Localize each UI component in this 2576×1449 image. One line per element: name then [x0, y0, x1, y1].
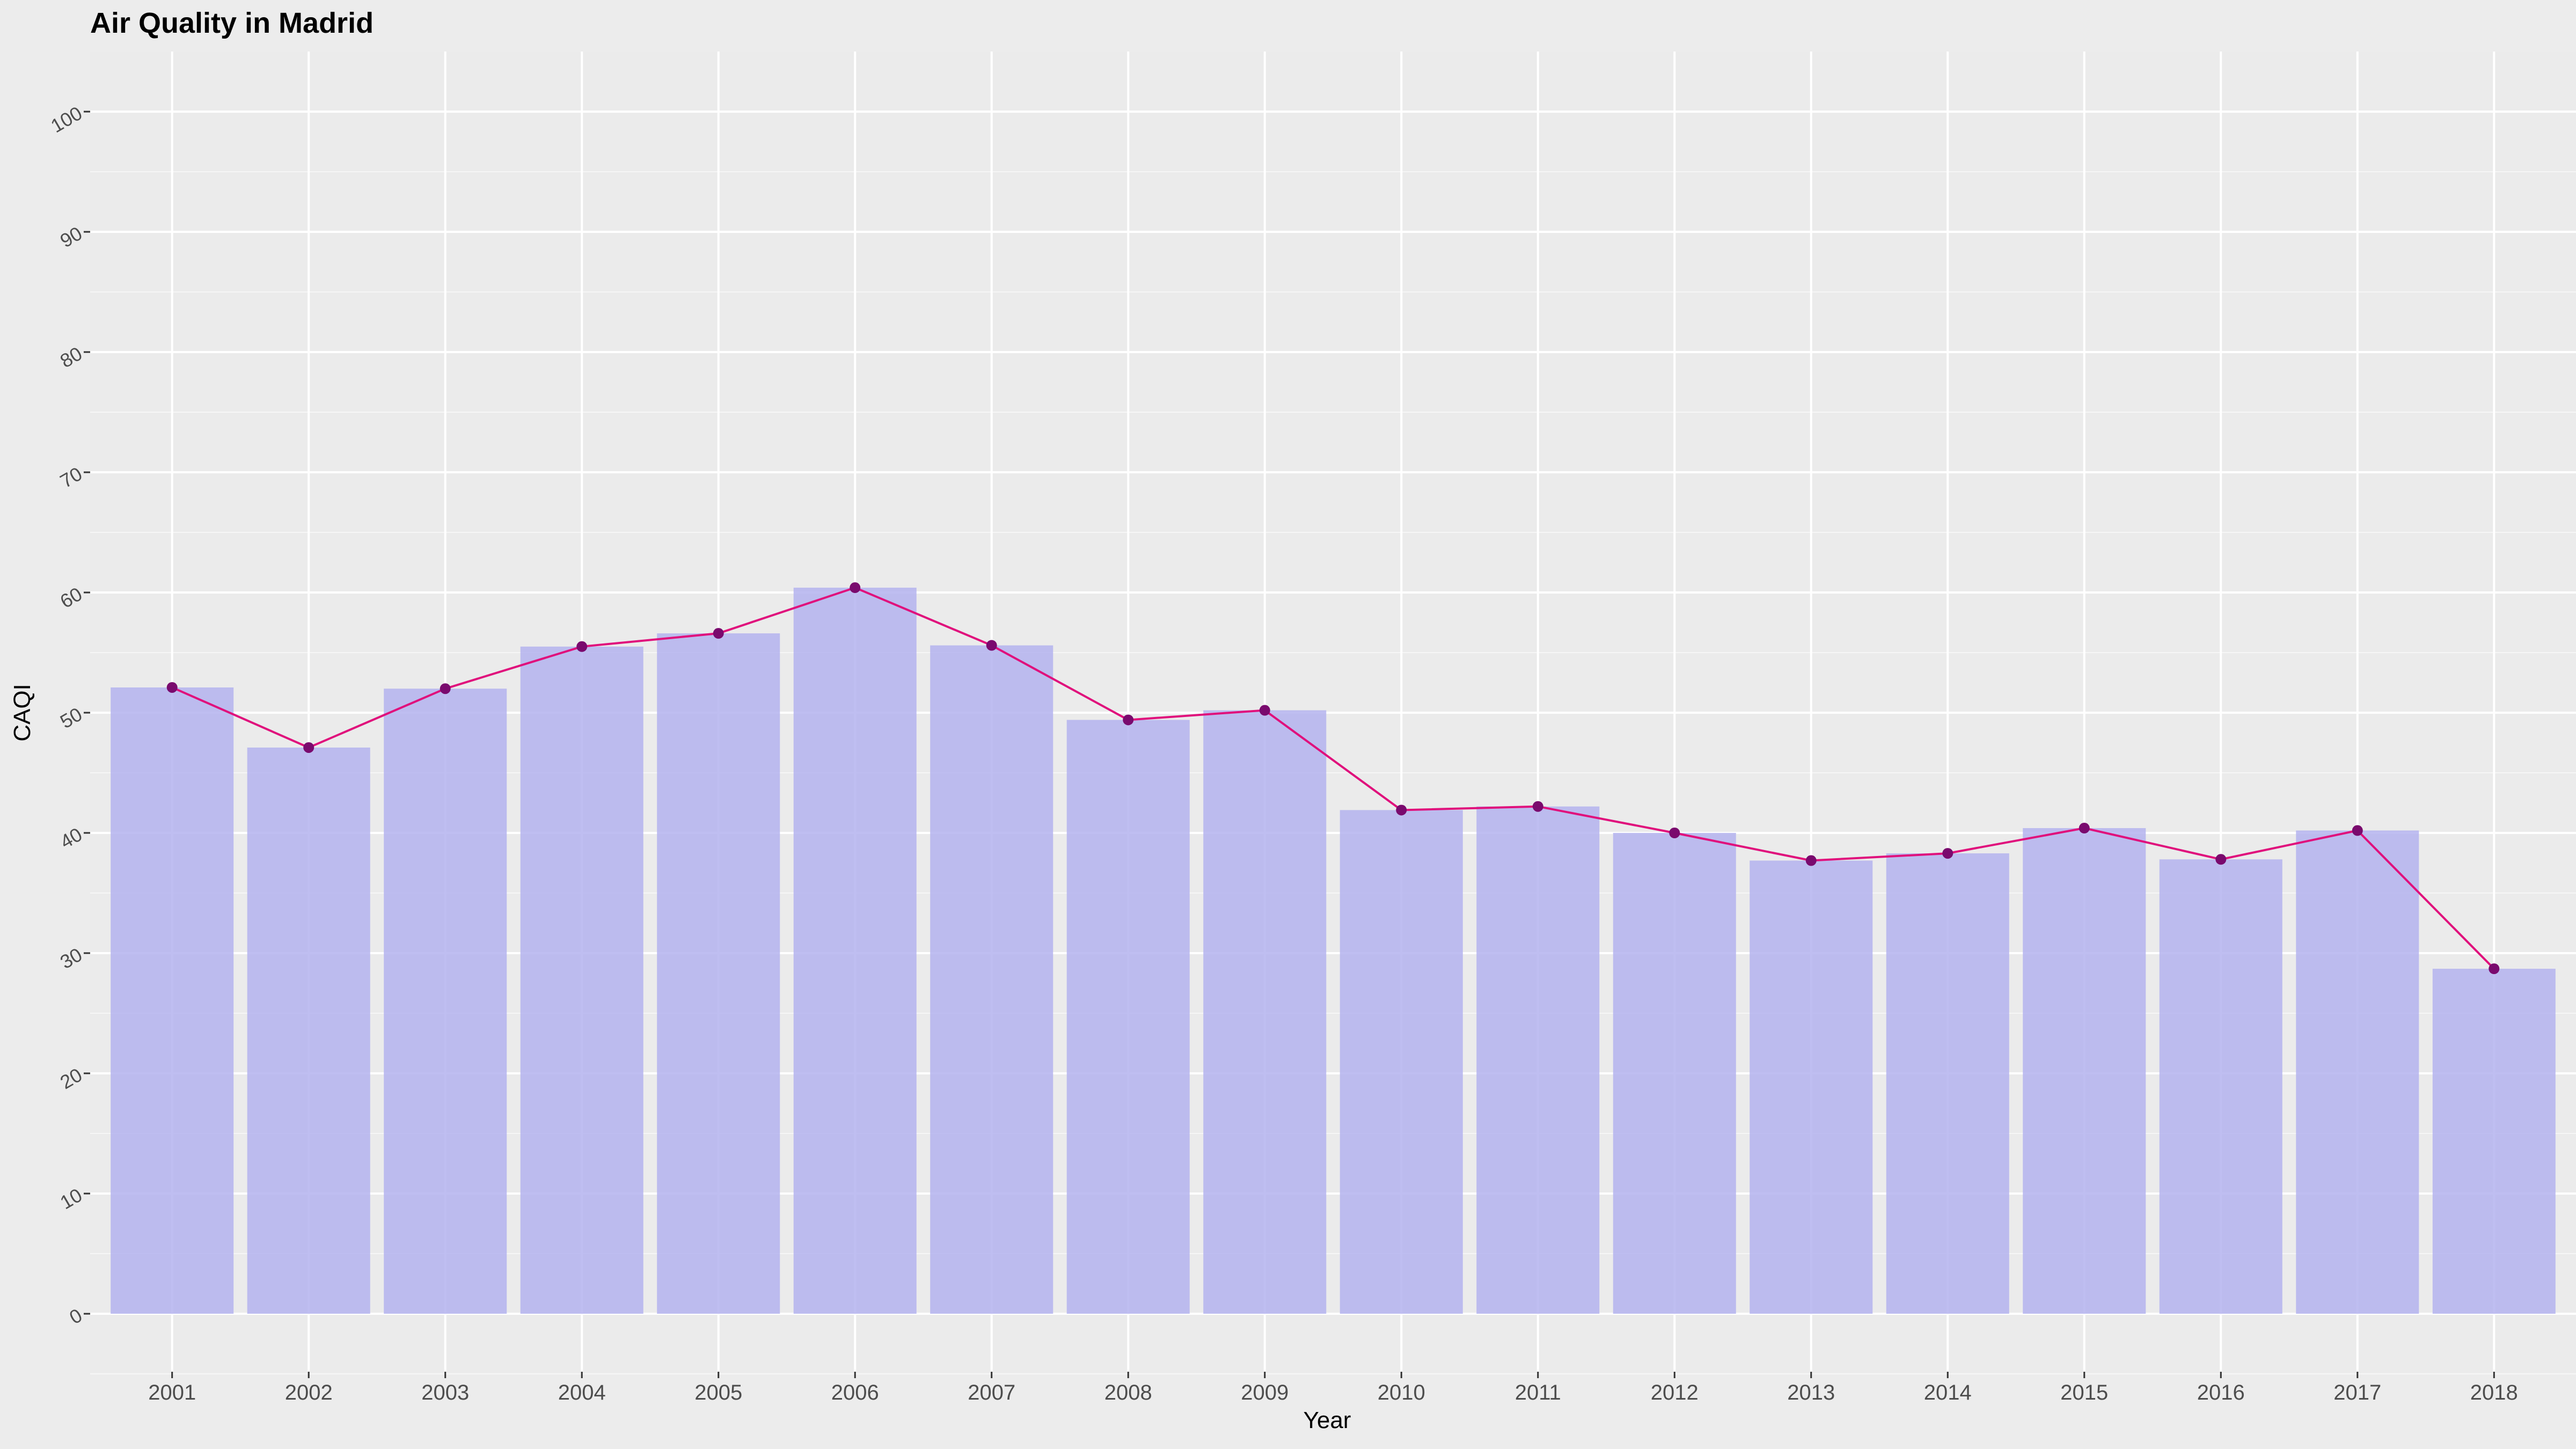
trend-line: [171, 586, 2495, 970]
x-tick-label: 2010: [1378, 1381, 1425, 1404]
data-point: [2079, 823, 2090, 834]
chart-title: Air Quality in Madrid: [90, 7, 374, 39]
y-tick-label: 40: [56, 823, 86, 853]
y-tick-label: 90: [56, 222, 86, 252]
x-tick-label: 2014: [1924, 1381, 1972, 1404]
x-tick-label: 2003: [421, 1381, 469, 1404]
y-tick-label: 70: [56, 463, 86, 493]
x-axis: 2001 2002 2003 2004 2005 2006 2007 2008 2009 2010…: [148, 1372, 2518, 1404]
y-tick-label: 100: [47, 102, 86, 137]
bar: [657, 633, 780, 1314]
y-tick-label: 20: [56, 1064, 86, 1094]
x-tick-label: 2007: [968, 1381, 1015, 1404]
bar: [1750, 860, 1873, 1314]
y-axis-label: CAQI: [9, 684, 35, 742]
bar: [793, 588, 917, 1314]
data-point: [1942, 848, 1953, 859]
x-tick-label: 2002: [285, 1381, 333, 1404]
y-tick-label: 60: [56, 583, 86, 613]
bar: [1613, 833, 1736, 1314]
series-line: [171, 586, 2495, 970]
bar: [1203, 710, 1327, 1314]
bar: [1476, 806, 1600, 1314]
data-point: [1669, 828, 1680, 838]
data-point: [303, 742, 314, 753]
x-tick-label: 2015: [2060, 1381, 2108, 1404]
data-point: [1532, 801, 1543, 812]
y-tick-label: 10: [56, 1184, 86, 1214]
bar: [2159, 859, 2282, 1314]
data-point: [2489, 963, 2500, 975]
data-point: [713, 628, 724, 639]
bar: [1886, 853, 2009, 1314]
bar: [930, 645, 1053, 1314]
x-tick-label: 2011: [1515, 1381, 1561, 1404]
x-tick-label: 2012: [1651, 1381, 1699, 1404]
x-tick-label: 2006: [831, 1381, 879, 1404]
data-point: [1123, 714, 1134, 726]
data-point: [2352, 825, 2363, 836]
data-point: [440, 683, 451, 694]
bar: [111, 687, 234, 1314]
x-tick-label: 2001: [148, 1381, 196, 1404]
points: [166, 582, 2500, 975]
x-tick-label: 2016: [2197, 1381, 2245, 1404]
bar: [2296, 830, 2419, 1314]
x-tick-label: 2008: [1104, 1381, 1152, 1404]
y-tick-label: 30: [56, 943, 86, 974]
x-tick-label: 2004: [558, 1381, 606, 1404]
bars: [111, 588, 2556, 1314]
y-axis: 0 10 20 30 40 50 60 70 80 90 100: [47, 102, 90, 1329]
data-point: [2215, 854, 2227, 865]
bar: [384, 689, 507, 1314]
data-point: [850, 582, 861, 594]
x-tick-label: 2009: [1241, 1381, 1289, 1404]
y-tick-label: 50: [56, 703, 86, 733]
x-tick-label: 2005: [694, 1381, 742, 1404]
x-axis-label: Year: [1303, 1407, 1351, 1433]
bar: [2023, 828, 2146, 1314]
bar: [1340, 810, 1463, 1314]
bar: [2432, 969, 2556, 1314]
data-point: [1805, 855, 1817, 866]
data-point: [576, 641, 588, 652]
x-tick-label: 2013: [1787, 1381, 1835, 1404]
data-point: [166, 682, 178, 693]
data-point: [1396, 804, 1407, 816]
y-tick-label: 0: [65, 1304, 86, 1329]
data-point: [986, 640, 997, 651]
bar: [247, 747, 370, 1314]
x-tick-label: 2018: [2470, 1381, 2518, 1404]
x-tick-label: 2017: [2333, 1381, 2381, 1404]
y-tick-label: 80: [56, 342, 86, 372]
data-point: [1259, 705, 1270, 716]
bar: [520, 646, 643, 1314]
bar: [1066, 720, 1190, 1314]
